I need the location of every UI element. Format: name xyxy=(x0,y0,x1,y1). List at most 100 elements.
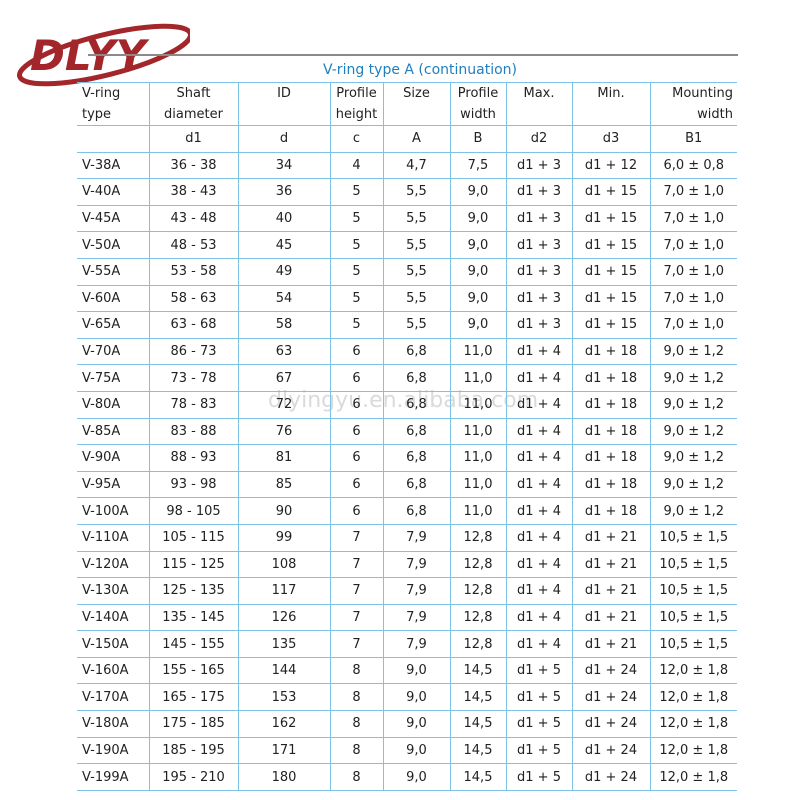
table-cell: d1 + 3 xyxy=(505,311,572,339)
symbol-cell: d2 xyxy=(505,125,572,153)
header-line: ID xyxy=(277,86,291,101)
table-cell: 10,5 ± 1,5 xyxy=(649,550,737,578)
table-cell: d1 + 18 xyxy=(571,497,650,525)
header-line: Max. xyxy=(523,86,555,101)
table-cell: 5,5 xyxy=(382,204,450,232)
table-cell: 135 - 145 xyxy=(148,603,238,631)
table-cell: d1 + 4 xyxy=(505,337,572,365)
table-cell: 58 xyxy=(237,311,330,339)
table-cell: 11,0 xyxy=(449,497,506,525)
table-cell: 144 xyxy=(237,656,330,684)
table-row: V-75A 73 - 78 67 6 6,8 11,0 d1 + 4 d1 + 18 9,0 ±… xyxy=(77,364,737,392)
table-cell: 6 xyxy=(329,337,383,365)
table-row: V-60A 58 - 63 54 5 5,5 9,0 d1 + 3 d1 + 15 7,0 ± … xyxy=(77,284,737,312)
header-line: V-ring xyxy=(82,86,121,101)
header-line: diameter xyxy=(164,107,223,122)
table-cell: 36 xyxy=(237,178,330,206)
table-cell: 126 xyxy=(237,603,330,631)
table-cell: 5 xyxy=(329,204,383,232)
table-cell: d1 + 24 xyxy=(571,763,650,791)
table-cell: d1 + 4 xyxy=(505,550,572,578)
table-cell: V-100A xyxy=(77,497,149,525)
table-cell: d1 + 3 xyxy=(505,204,572,232)
table-cell: 8 xyxy=(329,683,383,711)
table-cell: 83 - 88 xyxy=(148,417,238,445)
table-cell: 7 xyxy=(329,523,383,551)
symbol-cell: B1 xyxy=(649,125,737,153)
table-cell: 6,8 xyxy=(382,470,450,498)
table-cell: 90 xyxy=(237,497,330,525)
table-row: V-90A 88 - 93 81 6 6,8 11,0 d1 + 4 d1 + 18 9,0 ±… xyxy=(77,444,737,472)
table-cell: V-50A xyxy=(77,231,149,259)
table-cell: 36 - 38 xyxy=(148,151,238,179)
table-cell: 11,0 xyxy=(449,337,506,365)
table-cell: 9,0 ± 1,2 xyxy=(649,364,737,392)
header-line: Profile xyxy=(457,86,499,101)
table-cell: V-40A xyxy=(77,178,149,206)
table-cell: 38 - 43 xyxy=(148,178,238,206)
table-row: V-85A 83 - 88 76 6 6,8 11,0 d1 + 4 d1 + 18 9,0 ±… xyxy=(77,417,737,445)
table-cell: 10,5 ± 1,5 xyxy=(649,523,737,551)
table-cell: 14,5 xyxy=(449,710,506,738)
table-cell: 63 - 68 xyxy=(148,311,238,339)
table-cell: d1 + 4 xyxy=(505,444,572,472)
table-cell: 76 xyxy=(237,417,330,445)
table-cell: 9,0 xyxy=(449,311,506,339)
table-cell: 9,0 ± 1,2 xyxy=(649,470,737,498)
table-cell: 14,5 xyxy=(449,656,506,684)
header-line: Size xyxy=(403,86,430,101)
table-cell: d1 + 4 xyxy=(505,364,572,392)
table-cell: V-60A xyxy=(77,284,149,312)
table-cell: V-55A xyxy=(77,257,149,286)
table-cell: d1 + 18 xyxy=(571,364,650,392)
table-cell: V-130A xyxy=(77,577,149,605)
table-cell: 6 xyxy=(329,364,383,392)
table-cell: 9,0 ± 1,2 xyxy=(649,337,737,365)
table-cell: 9,0 ± 1,2 xyxy=(649,390,737,419)
table-cell: 8 xyxy=(329,763,383,791)
table-cell: V-199A xyxy=(77,763,149,791)
table-cell: 7,0 ± 1,0 xyxy=(649,257,737,286)
table-cell: d1 + 18 xyxy=(571,390,650,419)
table-cell: 10,5 ± 1,5 xyxy=(649,577,737,605)
table-cell: 135 xyxy=(237,630,330,658)
table-cell: d1 + 24 xyxy=(571,736,650,764)
table-cell: V-170A xyxy=(77,683,149,711)
table-cell: V-80A xyxy=(77,390,149,419)
table-cell: 12,8 xyxy=(449,603,506,631)
table-cell: 5 xyxy=(329,231,383,259)
table-cell: d1 + 5 xyxy=(505,656,572,684)
table-cell: 10,5 ± 1,5 xyxy=(649,603,737,631)
table-cell: 6 xyxy=(329,497,383,525)
table-cell: d1 + 3 xyxy=(505,231,572,259)
table-cell: 72 xyxy=(237,390,330,419)
table-cell: 6,8 xyxy=(382,364,450,392)
v-ring-table: V-ring type Shaft diameter ID Profile height Si… xyxy=(77,82,737,791)
table-cell: 12,0 ± 1,8 xyxy=(649,736,737,764)
table-cell: 9,0 xyxy=(449,204,506,232)
table-cell: 58 - 63 xyxy=(148,284,238,312)
table-cell: d1 + 24 xyxy=(571,710,650,738)
table-cell: 7,9 xyxy=(382,630,450,658)
table-cell: 6 xyxy=(329,417,383,445)
table-cell: d1 + 18 xyxy=(571,444,650,472)
table-cell: 7,0 ± 1,0 xyxy=(649,311,737,339)
header-line: height xyxy=(335,107,378,122)
table-cell: 9,0 ± 1,2 xyxy=(649,444,737,472)
table-cell: 7 xyxy=(329,603,383,631)
column-header: Max. xyxy=(505,82,572,126)
table-cell: 53 - 58 xyxy=(148,257,238,286)
table-cell: 14,5 xyxy=(449,736,506,764)
header-rule xyxy=(88,54,738,56)
table-cell: V-85A xyxy=(77,417,149,445)
table-cell: 11,0 xyxy=(449,390,506,419)
table-cell: d1 + 15 xyxy=(571,311,650,339)
table-cell: 6,0 ± 0,8 xyxy=(649,151,737,179)
table-row: V-45A 43 - 48 40 5 5,5 9,0 d1 + 3 d1 + 15 7,0 ± … xyxy=(77,204,737,232)
table-cell: V-70A xyxy=(77,337,149,365)
column-header: Profile height xyxy=(329,82,383,126)
table-cell: 7,9 xyxy=(382,577,450,605)
column-header: Min. xyxy=(571,82,650,126)
table-cell: 99 xyxy=(237,523,330,551)
table-cell: 86 - 73 xyxy=(148,337,238,365)
